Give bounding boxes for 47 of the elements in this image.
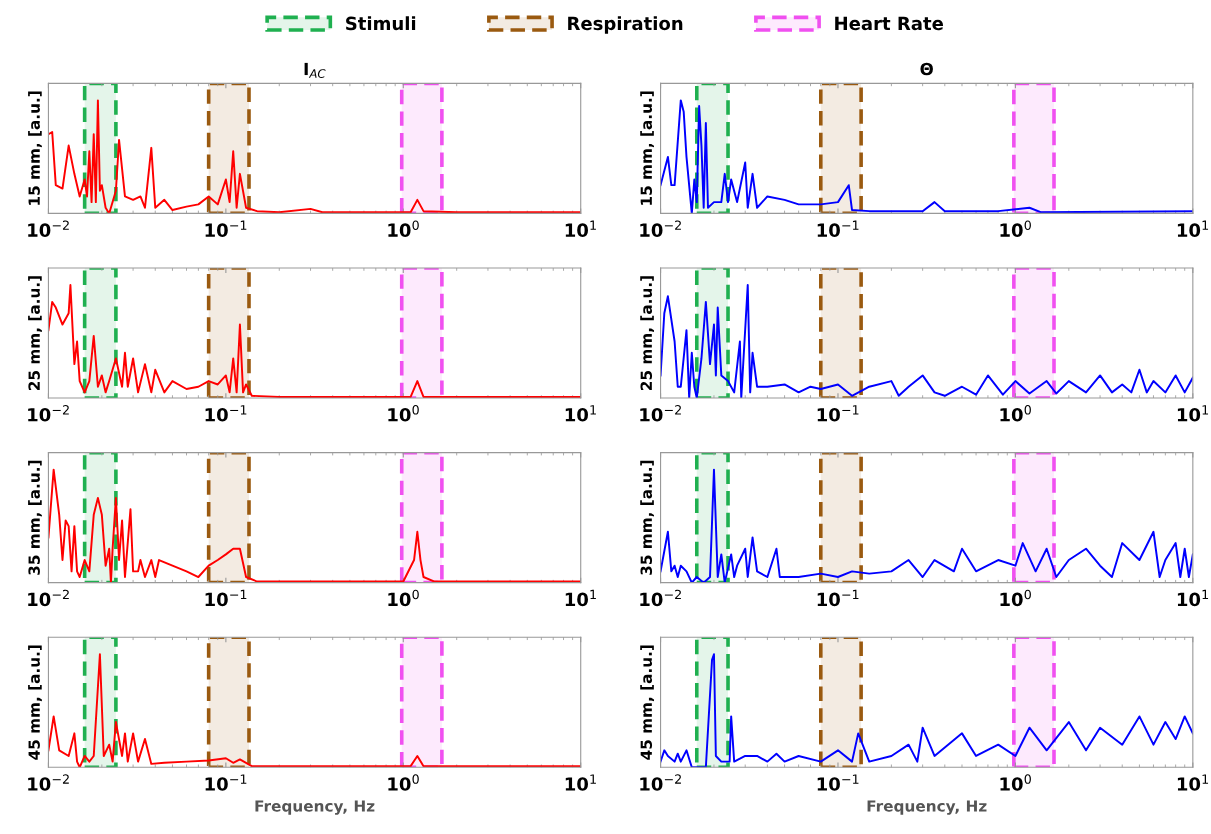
x-tick-label: 10$^{1}$ [565, 405, 596, 422]
x-tick-label: 10$^{0}$ [1000, 589, 1031, 607]
x-tick-label: 10$^{−1}$ [205, 774, 247, 791]
x-tick-label: 10$^{−1}$ [205, 589, 247, 607]
chart-title: I$_{AC}$ [304, 62, 326, 78]
x-tick-label: 10$^{−1}$ [817, 405, 859, 422]
x-tick-label: 10$^{−2}$ [28, 589, 69, 607]
x-tick-label: 10$^{−2}$ [640, 589, 681, 607]
legend-label: Stimuli [346, 16, 416, 31]
y-axis-title: 35 mm, [a.u.] [640, 460, 654, 575]
x-tick-label: 10$^{0}$ [388, 774, 419, 791]
x-tick-label: 10$^{1}$ [1177, 220, 1209, 237]
x-tick-label: 10$^{−1}$ [817, 589, 859, 607]
y-axis-title: 45 mm, [a.u.] [28, 645, 42, 760]
x-tick-label: 10$^{1}$ [1177, 774, 1209, 791]
x-axis-title: Frequency, Hz [867, 800, 987, 815]
legend-label: Heart Rate [835, 16, 943, 31]
x-tick-label: 10$^{−2}$ [640, 220, 681, 237]
x-tick-label: 10$^{1}$ [565, 589, 596, 607]
x-tick-label: 10$^{0}$ [1000, 220, 1031, 237]
x-tick-label: 10$^{1}$ [565, 774, 596, 791]
x-tick-label: 10$^{−2}$ [640, 405, 681, 422]
x-tick-label: 10$^{0}$ [1000, 774, 1031, 791]
y-axis-title: 25 mm, [a.u.] [640, 276, 654, 390]
chart-title: Θ [920, 62, 933, 76]
x-axis-title: Frequency, Hz [255, 800, 375, 815]
y-axis-title: 35 mm, [a.u.] [28, 460, 42, 575]
x-tick-label: 10$^{−1}$ [205, 220, 247, 237]
x-tick-label: 10$^{−2}$ [640, 774, 681, 791]
y-axis-title: 15 mm, [a.u.] [640, 91, 654, 205]
y-axis-title: 15 mm, [a.u.] [28, 91, 42, 205]
x-tick-label: 10$^{−2}$ [28, 220, 69, 237]
x-tick-label: 10$^{−1}$ [205, 405, 247, 422]
y-axis-title: 45 mm, [a.u.] [640, 645, 654, 760]
x-tick-label: 10$^{1}$ [1177, 405, 1209, 422]
x-tick-label: 10$^{−1}$ [817, 220, 859, 237]
x-tick-label: 10$^{−1}$ [817, 774, 859, 791]
x-tick-label: 10$^{0}$ [388, 405, 419, 422]
x-tick-label: 10$^{1}$ [565, 220, 596, 237]
x-tick-label: 10$^{0}$ [388, 589, 419, 607]
y-axis-title: 25 mm, [a.u.] [28, 276, 42, 390]
x-tick-label: 10$^{−2}$ [28, 405, 69, 422]
x-tick-label: 10$^{−2}$ [28, 774, 69, 791]
x-tick-label: 10$^{0}$ [388, 220, 419, 237]
x-tick-label: 10$^{0}$ [1000, 405, 1031, 422]
x-tick-label: 10$^{1}$ [1177, 589, 1209, 607]
legend-label: Respiration [568, 16, 683, 34]
